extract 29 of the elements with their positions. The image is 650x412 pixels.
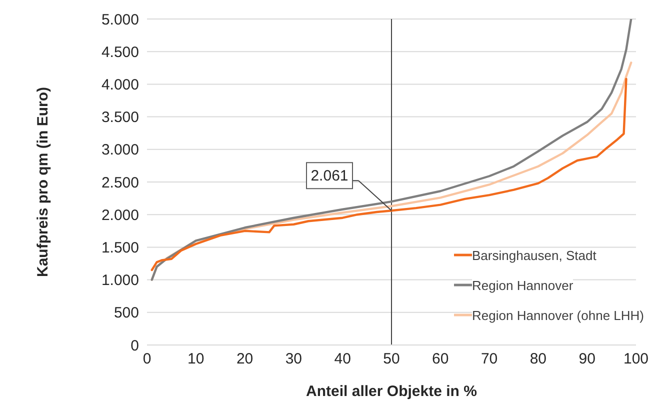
y-axis-title: Kaufpreis pro qm (in Euro) — [34, 86, 52, 278]
x-tick-label: 20 — [236, 350, 254, 368]
legend-label: Region Hannover — [472, 278, 574, 292]
x-tick-label: 10 — [188, 350, 204, 368]
y-tick-label: 4.000 — [101, 76, 139, 94]
line-series — [150, 19, 632, 281]
y-tick-label: 2.000 — [101, 206, 139, 224]
x-tick-label: 40 — [334, 350, 351, 368]
annotation: 2.061 — [310, 168, 348, 185]
y-tick-label: 1.000 — [101, 272, 139, 290]
x-tick-label: 100 — [623, 350, 649, 368]
legend-label: Region Hannover (ohne LHH) — [472, 308, 644, 322]
x-tick-label: 50 — [383, 350, 400, 368]
x-tick-label: 80 — [530, 350, 547, 368]
x-tick-label: 90 — [578, 350, 596, 368]
y-tick-label: 2.500 — [101, 174, 139, 192]
x-tick-label: 70 — [480, 350, 498, 368]
y-tick-label: 3.000 — [101, 142, 139, 159]
y-tick-label: 4.500 — [101, 44, 139, 61]
x-tick-label: 30 — [285, 350, 302, 368]
y-tick-label: 1.500 — [101, 240, 139, 257]
y-tick-label: 500 — [114, 304, 139, 322]
legend-label: Barsinghausen, Stadt — [472, 248, 596, 262]
y-tick-label: 3.500 — [101, 109, 139, 126]
y-tick-label: 0 — [130, 337, 139, 354]
x-axis-title: Anteil aller Objekte in % — [306, 383, 477, 400]
x-tick-label: 0 — [142, 350, 152, 368]
y-tick-label: 5.000 — [101, 11, 139, 28]
x-tick-label: 60 — [432, 350, 449, 368]
